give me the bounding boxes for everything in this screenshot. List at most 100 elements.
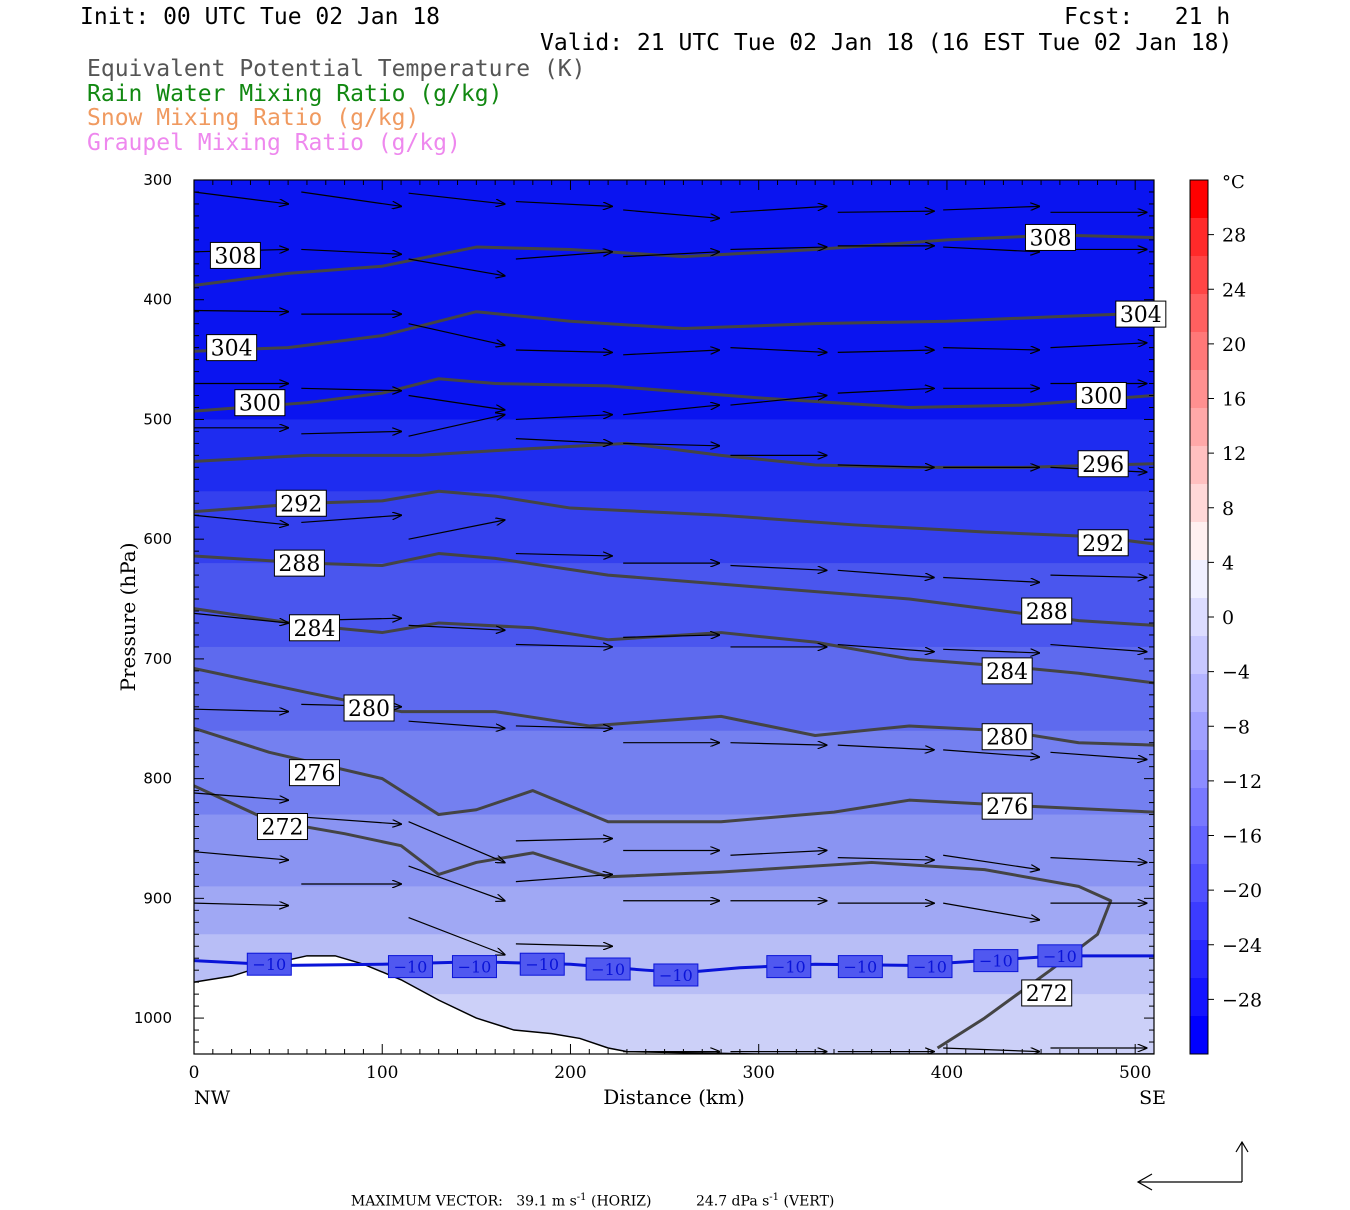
- isotherm-label-box: [387, 955, 433, 979]
- wind-vector: [623, 252, 719, 258]
- contour-label: 284: [293, 617, 335, 642]
- contour-label-box: [981, 792, 1033, 820]
- wind-vector: [837, 858, 934, 860]
- theta-e-contour-292: [194, 489, 1154, 546]
- wind-vector: [408, 865, 505, 901]
- wind-vector: [1050, 751, 1146, 759]
- wind-vector: [837, 643, 934, 652]
- theta-e-contour-308: [194, 233, 1154, 287]
- isotherm-label-box: [1037, 944, 1083, 968]
- horiz-exp: -1: [576, 1192, 587, 1203]
- isotherm-label: −10: [913, 958, 947, 977]
- colorbar-swatch: [1190, 560, 1208, 599]
- wind-vector: [515, 726, 612, 728]
- theta-e-contour-300: [194, 377, 1154, 413]
- wind-vector: [194, 612, 288, 623]
- colorbar-tick-label: 28: [1222, 225, 1246, 247]
- contour-label: 276: [986, 795, 1028, 820]
- y-tick-label: 1000: [134, 1009, 172, 1027]
- terrain-fill: [194, 955, 1154, 1054]
- isotherm-label: −10: [458, 958, 492, 977]
- contour-label-box: [234, 389, 286, 417]
- wind-vector: [515, 838, 612, 840]
- contour-label: 272: [261, 816, 303, 841]
- wind-vector: [943, 854, 1039, 869]
- max-vector-footer: MAXIMUM VECTOR: 39.1 m s-1 (HORIZ) 24.7 …: [342, 1176, 834, 1210]
- wind-vector: [623, 405, 719, 416]
- colorbar-tick-label: 24: [1222, 279, 1246, 301]
- wind-vector: [943, 576, 1039, 582]
- x-tick-label: 300: [742, 1063, 774, 1083]
- isotherm-label: −10: [843, 958, 877, 977]
- isotherm-label: −10: [252, 955, 286, 974]
- isotherm-label: −10: [772, 958, 806, 977]
- isotherm-label-box: [907, 955, 953, 979]
- wind-vector: [515, 645, 612, 647]
- temp-band-3: [194, 563, 1154, 648]
- vector-scale-key: [1136, 1140, 1249, 1191]
- contour-label: 304: [1120, 303, 1162, 328]
- isotherm-label-box: [519, 952, 565, 976]
- wind-vector: [837, 465, 934, 467]
- contour-label-box: [343, 694, 395, 722]
- legend-graupel: Graupel Mixing Ratio (g/kg): [87, 130, 461, 156]
- colorbar-tick-label: 20: [1222, 334, 1246, 356]
- contour-label-box: [1077, 529, 1129, 557]
- wind-vector: [408, 192, 505, 204]
- contour-label-box: [1021, 597, 1073, 625]
- x-tick-label: 100: [366, 1063, 398, 1083]
- colorbar-tick-label: 4: [1222, 552, 1234, 574]
- wind-vector: [301, 816, 401, 824]
- wind-vector: [515, 438, 612, 444]
- wind-vector: [408, 821, 505, 863]
- wind-vector: [301, 191, 401, 206]
- max-vector-label: MAXIMUM VECTOR:: [350, 1193, 503, 1210]
- colorbar-tick-label: −4: [1222, 662, 1250, 684]
- colorbar-tick-label: −8: [1222, 716, 1250, 738]
- wind-vector: [730, 743, 826, 745]
- wind-vector: [408, 916, 505, 955]
- wind-vector: [408, 520, 505, 540]
- colorbar-tick-label: −24: [1222, 935, 1262, 957]
- wind-vector: [515, 554, 612, 556]
- isotherm-label: −10: [1043, 947, 1077, 966]
- contour-label-box: [1077, 450, 1129, 478]
- contour-label: 272: [1026, 982, 1068, 1007]
- wind-vector: [408, 624, 505, 630]
- wind-vector: [943, 348, 1039, 350]
- wind-vector: [301, 431, 401, 433]
- colorbar-swatch: [1190, 180, 1208, 219]
- colorbar-swatch: [1190, 446, 1208, 485]
- colorbar-unit: °C: [1222, 172, 1245, 193]
- contour-label-box: [288, 759, 340, 787]
- contour-label-box: [209, 241, 261, 269]
- isotherm-label: −10: [591, 960, 625, 979]
- horiz-max-value: 39.1 m s: [516, 1193, 577, 1210]
- isotherm-label-box: [246, 952, 292, 976]
- colorbar-swatch: [1190, 218, 1208, 257]
- wind-vector: [943, 902, 1039, 920]
- wind-vector: [515, 350, 612, 352]
- forecast-hour: Fcst: 21 h: [1064, 4, 1231, 30]
- wind-vector: [623, 209, 719, 218]
- colorbar-tick-label: 12: [1222, 443, 1246, 465]
- colorbar-tick-label: −12: [1222, 771, 1262, 793]
- wind-vector: [1050, 575, 1146, 577]
- contour-label: 276: [293, 762, 335, 787]
- x-tick-label: 0: [189, 1063, 200, 1083]
- contour-label: 280: [348, 697, 390, 722]
- colorbar-swatch: [1190, 674, 1208, 713]
- colorbar-swatch: [1190, 370, 1208, 409]
- y-tick-label: 400: [143, 291, 172, 309]
- isotherm-label: −10: [659, 966, 693, 985]
- contour-label: 292: [280, 492, 322, 517]
- colorbar-swatch: [1190, 902, 1208, 941]
- wind-vector: [1050, 343, 1146, 349]
- x-tick-label: 500: [1119, 1063, 1151, 1083]
- vert-exp: -1: [769, 1192, 780, 1203]
- contour-label-box: [1024, 223, 1076, 251]
- contour-label: 292: [1082, 532, 1124, 557]
- wind-vector: [943, 1048, 1039, 1052]
- y-tick-label: 900: [143, 889, 172, 907]
- wind-vector: [837, 569, 934, 577]
